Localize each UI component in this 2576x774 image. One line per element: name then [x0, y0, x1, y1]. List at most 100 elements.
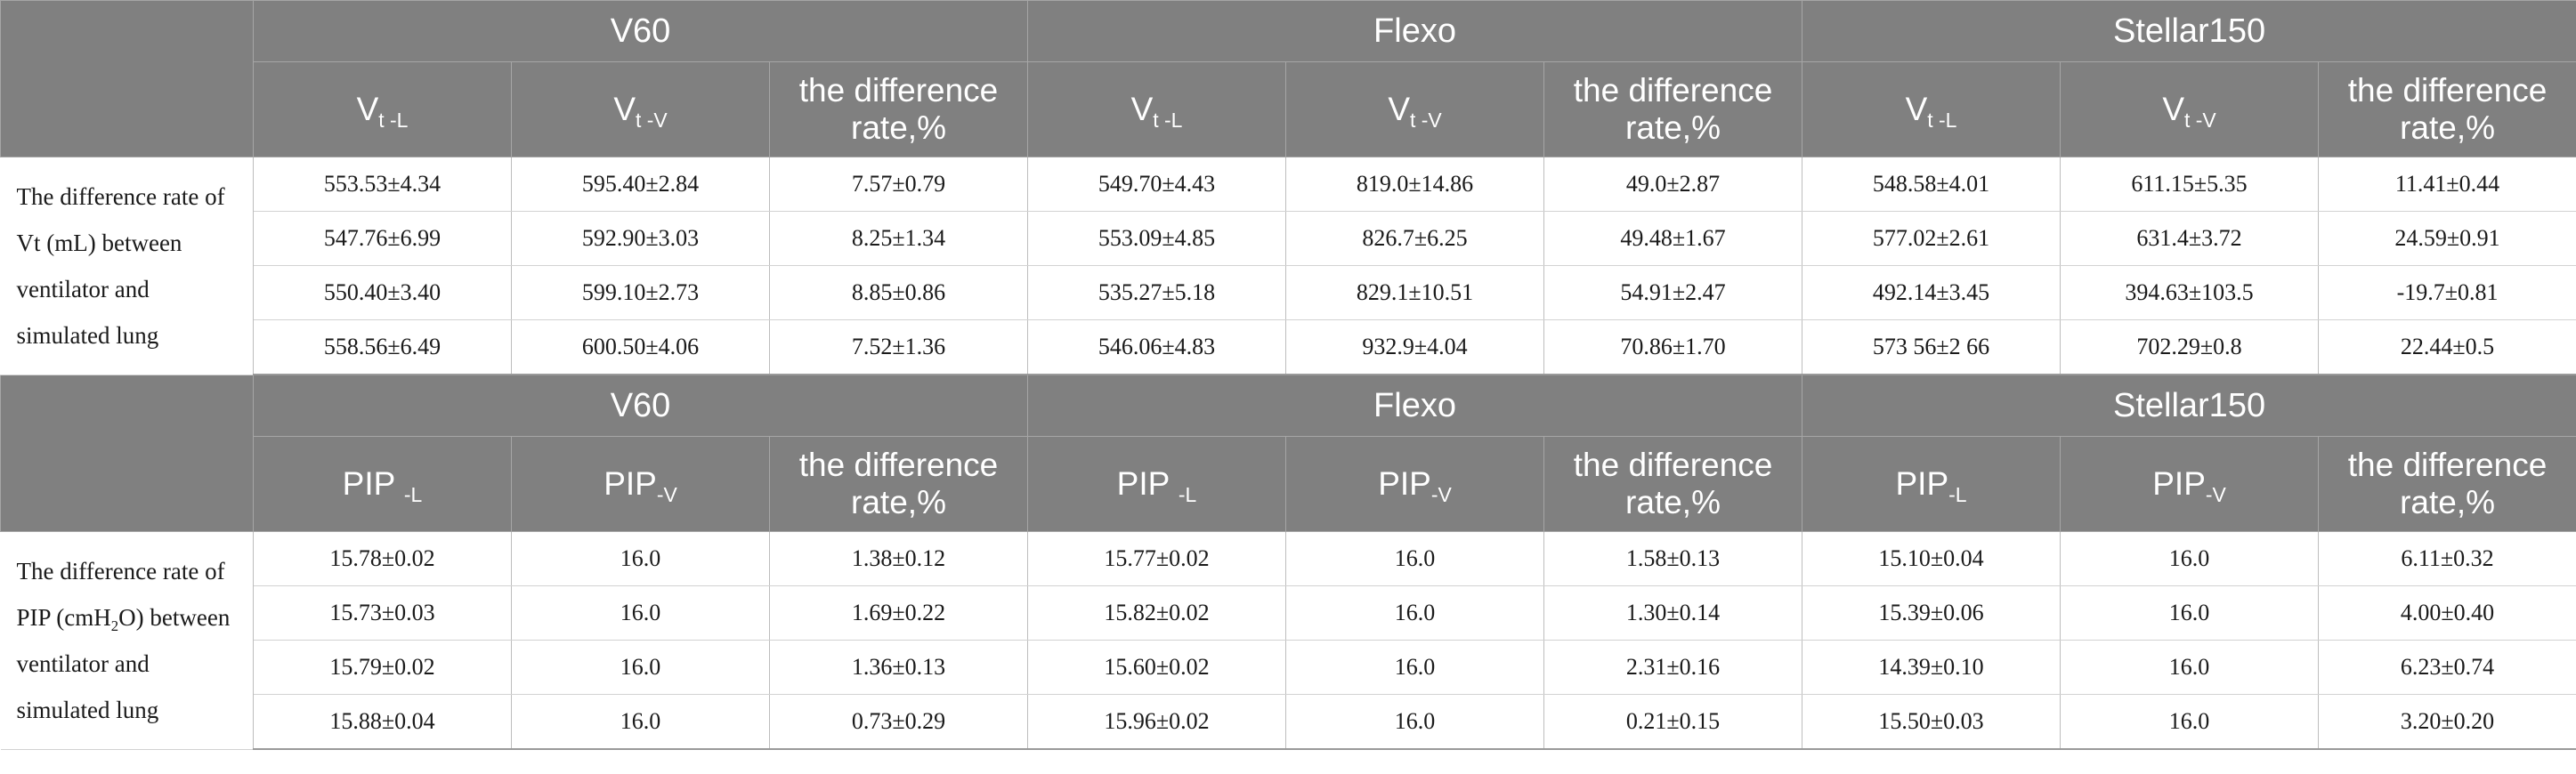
- table-cell: 70.86±1.70: [1543, 319, 1803, 375]
- row-label-text-end: O) between ventilator and simulated lung: [16, 603, 231, 723]
- table-cell: 16.0: [1285, 531, 1544, 586]
- table-cell: 15.78±0.02: [253, 531, 512, 586]
- column-header-text: V: [1388, 91, 1410, 127]
- table-cell: 3.20±0.20: [2318, 694, 2576, 750]
- table-cell: 15.79±0.02: [253, 640, 512, 695]
- column-header-text: V: [1905, 91, 1928, 127]
- table-cell: 573 56±2 66: [1802, 319, 2062, 375]
- table-cell: 49.48±1.67: [1543, 211, 1803, 266]
- column-header: the difference rate,%: [769, 436, 1028, 532]
- table-cell: 611.15±5.35: [2060, 157, 2320, 212]
- table-cell: 16.0: [2060, 640, 2320, 695]
- table-cell: 549.70±4.43: [1027, 157, 1286, 212]
- table-cell: 24.59±0.91: [2318, 211, 2576, 266]
- table-cell: 16.0: [511, 694, 770, 750]
- table-cell: 8.25±1.34: [769, 211, 1028, 266]
- table-cell: 11.41±0.44: [2318, 157, 2576, 212]
- table-cell: 14.39±0.10: [1802, 640, 2062, 695]
- column-header: Vt -L: [1802, 61, 2062, 157]
- group-header: Stellar150: [1802, 374, 2576, 437]
- column-header-text: V: [1130, 91, 1154, 127]
- table-cell: 553.09±4.85: [1027, 211, 1286, 266]
- table-cell: 15.50±0.03: [1802, 694, 2062, 750]
- table-cell: 16.0: [2060, 694, 2320, 750]
- row-label: The difference rate of PIP (cmH2O) betwe…: [0, 531, 254, 750]
- group-header: Flexo: [1026, 0, 1803, 62]
- table-cell: 548.58±4.01: [1802, 157, 2062, 212]
- table-cell: 22.44±0.5: [2318, 319, 2576, 375]
- table-cell: 16.0: [2060, 531, 2320, 586]
- column-header-subscript: -V: [1430, 483, 1452, 507]
- column-header: the difference rate,%: [1543, 436, 1803, 532]
- column-header: the difference rate,%: [2318, 436, 2576, 532]
- table-cell: 819.0±14.86: [1285, 157, 1544, 212]
- table-cell: 702.29±0.8: [2060, 319, 2320, 375]
- group-header: V60: [253, 374, 1028, 437]
- table-row: 550.40±3.40 599.10±2.73 8.85±0.86 535.27±5.…: [1, 265, 2576, 320]
- corner-cell: [0, 374, 254, 532]
- table-cell: 546.06±4.83: [1027, 319, 1286, 375]
- column-header-text: the difference rate,%: [2347, 72, 2548, 146]
- column-header-text: V: [2162, 91, 2185, 127]
- table-row: 558.56±6.49 600.50±4.06 7.52±1.36 546.06±4.…: [1, 319, 2576, 375]
- table-cell: 8.85±0.86: [769, 265, 1028, 320]
- table-cell: 4.00±0.40: [2318, 585, 2576, 641]
- table-cell: 535.27±5.18: [1027, 265, 1286, 320]
- column-header-subscript: -V: [2205, 483, 2226, 507]
- column-header-text: PIP: [2152, 465, 2206, 502]
- sub-header-row: PIP -L PIP-V the difference rate,% PIP -L PI…: [1, 436, 2576, 532]
- row-label-text: The difference rate of PIP (cmH: [16, 557, 225, 631]
- column-header-text: the difference rate,%: [798, 72, 999, 146]
- table-cell: 16.0: [1285, 585, 1544, 641]
- table-cell: 1.30±0.14: [1543, 585, 1803, 641]
- table-cell: 1.69±0.22: [769, 585, 1028, 641]
- table-cell: 2.31±0.16: [1543, 640, 1803, 695]
- column-header-text: the difference rate,%: [2347, 447, 2548, 520]
- table-cell: 15.82±0.02: [1027, 585, 1286, 641]
- row-label-text: The difference rate of Vt (mL) between v…: [16, 182, 225, 349]
- table-cell: 577.02±2.61: [1802, 211, 2062, 266]
- table-row: 15.79±0.02 16.0 1.36±0.13 15.60±0.02 16.0 2.3…: [1, 640, 2576, 695]
- column-header-text: PIP: [603, 465, 657, 502]
- table-cell: 15.10±0.04: [1802, 531, 2062, 586]
- column-header-text: the difference rate,%: [1573, 72, 1773, 146]
- table-cell: 558.56±6.49: [253, 319, 512, 375]
- column-header: PIP-V: [511, 436, 770, 532]
- table-cell: 16.0: [1285, 694, 1544, 750]
- table-cell: 595.40±2.84: [511, 157, 770, 212]
- column-header-text: the difference rate,%: [1573, 447, 1773, 520]
- table-cell: 16.0: [2060, 585, 2320, 641]
- group-header-row: V60 Flexo Stellar150: [0, 0, 2576, 157]
- table-cell: 829.1±10.51: [1285, 265, 1544, 320]
- column-header: Vt -V: [2060, 61, 2320, 157]
- column-header: Vt -L: [253, 61, 512, 157]
- column-header: the difference rate,%: [2318, 61, 2576, 157]
- column-header-subscript: t -V: [636, 109, 668, 133]
- table-row: 15.88±0.04 16.0 0.73±0.29 15.96±0.02 16.0 0.2…: [1, 694, 2576, 750]
- table-cell: 600.50±4.06: [511, 319, 770, 375]
- column-header-subscript: -L: [1178, 483, 1197, 507]
- table-cell: 6.11±0.32: [2318, 531, 2576, 586]
- table-cell: 826.7±6.25: [1285, 211, 1544, 266]
- corner-cell: [0, 0, 254, 157]
- table-cell: 0.21±0.15: [1543, 694, 1803, 750]
- table-cell: 15.73±0.03: [253, 585, 512, 641]
- column-header-text: PIP: [1116, 465, 1179, 502]
- row-label-subscript: 2: [110, 617, 119, 634]
- column-header-subscript: -L: [403, 483, 423, 507]
- table-cell: 15.60±0.02: [1027, 640, 1286, 695]
- column-header-subscript: -V: [656, 483, 677, 507]
- table-cell: 16.0: [511, 640, 770, 695]
- column-header-text: V: [613, 91, 636, 127]
- table-cell: 15.88±0.04: [253, 694, 512, 750]
- column-header: PIP -L: [1027, 436, 1286, 532]
- column-header: PIP-V: [1285, 436, 1544, 532]
- table-cell: 592.90±3.03: [511, 211, 770, 266]
- column-header: PIP-L: [1802, 436, 2062, 532]
- table-cell: 0.73±0.29: [769, 694, 1028, 750]
- table-row: 15.73±0.03 16.0 1.69±0.22 15.82±0.02 16.0 1.3…: [1, 585, 2576, 641]
- table-cell: 49.0±2.87: [1543, 157, 1803, 212]
- table-cell: 631.4±3.72: [2060, 211, 2320, 266]
- table-cell: 6.23±0.74: [2318, 640, 2576, 695]
- column-header: Vt -L: [1027, 61, 1286, 157]
